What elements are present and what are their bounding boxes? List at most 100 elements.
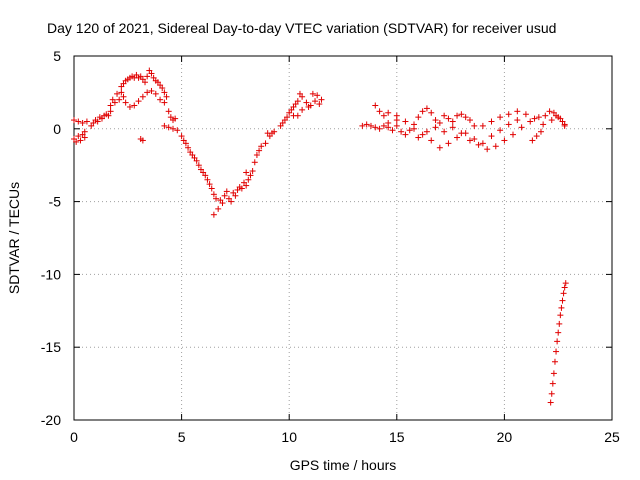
data-point-marker (445, 140, 452, 147)
data-point-marker (81, 134, 88, 141)
x-tick-label: 15 (389, 429, 405, 445)
data-point-marker (75, 133, 82, 140)
data-point-marker (557, 312, 564, 319)
data-point-marker (105, 112, 112, 119)
data-point-marker (445, 115, 452, 122)
data-point-marker (316, 101, 323, 108)
data-point-marker (314, 92, 321, 99)
data-point-marker (497, 114, 504, 121)
data-point-marker (139, 93, 146, 100)
y-tick-label: -10 (41, 266, 61, 282)
data-point-marker (79, 119, 86, 126)
data-point-marker (228, 198, 235, 205)
data-point-marker (505, 111, 512, 118)
data-point-marker (547, 399, 554, 406)
data-point-marker (290, 112, 297, 119)
data-point-marker (372, 102, 379, 109)
data-point-marker (213, 195, 220, 202)
data-point-marker (114, 90, 121, 97)
data-point-marker (406, 127, 413, 134)
data-point-marker (73, 138, 80, 145)
data-point-marker (202, 172, 209, 179)
data-point-marker (385, 119, 392, 126)
data-point-marker (514, 108, 521, 115)
x-axis-label: GPS time / hours (290, 457, 397, 473)
data-point-marker (415, 134, 422, 141)
data-point-marker (522, 111, 529, 118)
data-point-marker (441, 112, 448, 119)
data-point-marker (398, 128, 405, 135)
data-point-marker (518, 124, 525, 131)
data-point-marker (415, 114, 422, 121)
data-point-marker (393, 112, 400, 119)
data-point-marker (533, 133, 540, 140)
data-point-marker (118, 89, 125, 96)
data-point-marker (419, 108, 426, 115)
data-point-marker (555, 114, 562, 121)
data-point-marker (376, 108, 383, 115)
data-point-marker (389, 127, 396, 134)
data-point-marker (284, 114, 291, 121)
data-point-marker (560, 290, 567, 297)
data-point-marker (116, 96, 123, 103)
data-point-marker (215, 205, 222, 212)
data-point-marker (165, 124, 172, 131)
data-point-marker (247, 172, 254, 179)
data-point-marker (546, 108, 553, 115)
data-point-marker (318, 96, 325, 103)
data-point-marker (558, 304, 565, 311)
data-point-marker (210, 191, 217, 198)
data-point-marker (262, 140, 269, 147)
data-point-marker (253, 152, 260, 159)
data-point-marker (505, 121, 512, 128)
data-point-marker (71, 117, 77, 124)
plot-frame (73, 55, 613, 421)
data-point-marker (142, 79, 149, 86)
data-point-marker (428, 109, 435, 116)
grid (74, 56, 612, 420)
data-point-marker (126, 103, 133, 110)
data-point-marker (94, 118, 101, 125)
data-point-marker (475, 141, 482, 148)
data-point-marker (208, 185, 215, 192)
data-point-marker (144, 89, 151, 96)
data-point-marker (144, 73, 151, 80)
data-point-marker (380, 112, 387, 119)
data-point-marker (75, 118, 82, 125)
data-point-marker (81, 128, 88, 135)
x-tick-label: 20 (497, 429, 513, 445)
data-points (71, 67, 569, 406)
data-point-marker (359, 122, 366, 129)
data-point-marker (206, 181, 213, 188)
data-point-marker (172, 115, 179, 122)
data-point-marker (449, 118, 456, 125)
data-point-marker (479, 140, 486, 147)
data-point-marker (107, 102, 114, 109)
data-point-marker (312, 98, 319, 105)
data-point-marker (159, 85, 166, 92)
data-point-marker (466, 117, 473, 124)
data-point-marker (195, 162, 202, 169)
data-point-marker (251, 159, 258, 166)
data-point-marker (501, 137, 508, 144)
data-point-marker (514, 117, 521, 124)
data-point-marker (376, 125, 383, 132)
data-point-marker (107, 108, 114, 115)
data-point-marker (393, 122, 400, 129)
data-point-marker (245, 176, 252, 183)
data-point-marker (454, 112, 461, 119)
data-point-marker (537, 128, 544, 135)
data-point-marker (559, 297, 566, 304)
data-point-marker (174, 127, 181, 134)
x-tick-label: 10 (281, 429, 297, 445)
data-point-marker (561, 122, 568, 129)
data-point-marker (210, 211, 217, 218)
data-point-marker (432, 124, 439, 131)
data-point-marker (367, 122, 374, 129)
data-point-marker (372, 124, 379, 131)
data-point-marker (299, 106, 306, 113)
data-point-marker (458, 130, 465, 137)
data-point-marker (309, 90, 316, 97)
data-point-marker (131, 102, 138, 109)
y-axis-label: SDTVAR / TECUs (6, 182, 22, 294)
